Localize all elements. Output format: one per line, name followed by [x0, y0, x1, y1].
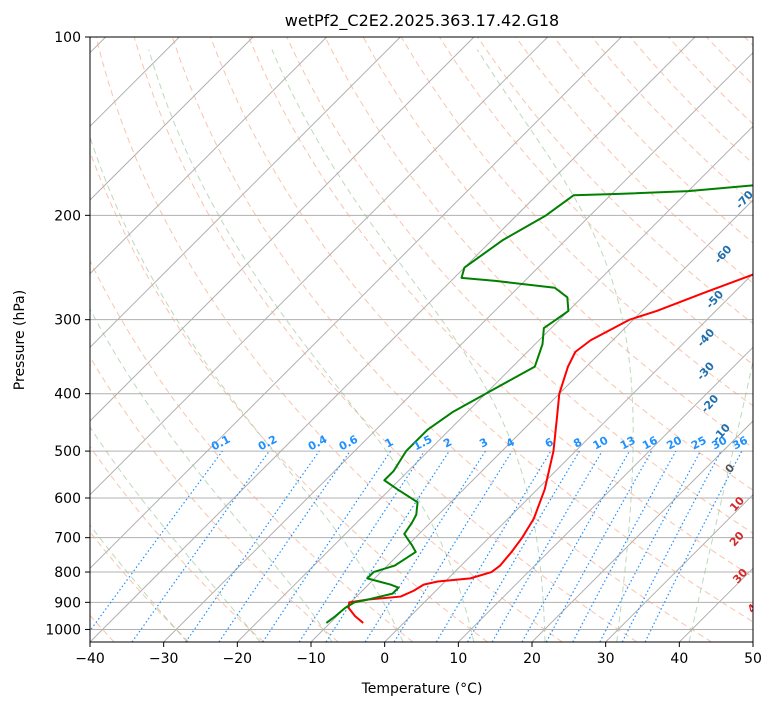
- dry-adiabat--20: [0, 37, 264, 642]
- x-axis-label: Temperature (°C): [361, 681, 483, 697]
- x-tick-label: −20: [223, 651, 253, 667]
- dry-adiabat-190: [745, 37, 775, 642]
- y-axis-label: Pressure (hPa): [12, 290, 28, 390]
- y-tick-label: 100: [54, 30, 81, 46]
- mixing-ratio-line-25: [600, 451, 701, 642]
- mixing-ratio-label: 0.1: [209, 433, 232, 454]
- x-tick-label: −40: [75, 651, 105, 667]
- isotherm--70: [0, 37, 474, 642]
- x-tick-label: −10: [296, 651, 326, 667]
- moist-adiabat-label: 40: [745, 595, 765, 615]
- annotation-layer: 0.10.20.40.611.52346810131620253036-100-…: [209, 40, 775, 616]
- isotherm--40: [90, 37, 695, 642]
- reference-lines-layer: [0, 37, 775, 642]
- mixing-ratio-label: 0.6: [337, 433, 361, 454]
- x-tick-label: 50: [744, 651, 762, 667]
- mixing-ratio-label: 3: [477, 435, 490, 450]
- mixing-ratio-label: 0.4: [306, 433, 330, 454]
- moist-adiabat-label: 30: [730, 566, 750, 586]
- mixing-ratio-line-6: [436, 451, 550, 642]
- dry-adiabat-140: [554, 37, 775, 642]
- dry-adiabat-label: -80: [760, 135, 775, 159]
- x-tick-label: 20: [523, 651, 541, 667]
- y-tick-label: 400: [54, 387, 81, 403]
- dry-adiabat-label: -20: [698, 392, 721, 416]
- dry-adiabat--30: [0, 37, 189, 642]
- mixing-ratio-label: 8: [571, 435, 584, 450]
- moist-adiabat-10: [149, 50, 474, 642]
- isotherm--80: [0, 37, 400, 642]
- mixing-ratio-line-20: [573, 451, 676, 642]
- isotherm--100: [0, 37, 253, 642]
- mixing-ratio-label: 1.5: [411, 433, 434, 454]
- mixing-ratio-line-1: [263, 451, 391, 642]
- moist-adiabat-50: [762, 50, 775, 642]
- mixing-ratio-line-0.1: [82, 451, 223, 642]
- dry-adiabat-180: [707, 37, 775, 642]
- mixing-ratio-label: 25: [689, 434, 709, 453]
- mixing-ratio-label: 36: [730, 434, 750, 453]
- y-tick-label: 500: [54, 444, 81, 460]
- y-tick-label: 600: [54, 491, 81, 507]
- isotherm-40: [679, 37, 775, 642]
- x-tick-label: 0: [380, 651, 389, 667]
- y-tick-label: 800: [54, 565, 81, 581]
- x-tick-label: 30: [597, 651, 615, 667]
- dry-adiabat-30: [134, 37, 637, 642]
- mixing-ratio-line-2: [326, 451, 449, 642]
- dry-adiabat-label: -30: [694, 359, 717, 383]
- isotherm-0: [385, 37, 775, 642]
- isotherm--30: [164, 37, 769, 642]
- axes-layer: −40 −30 −20 −10 0 10 20 30 40 50 100 200 300 400 500 60…: [45, 30, 762, 667]
- dry-adiabat-20: [96, 37, 562, 642]
- mixing-ratio-label: 16: [640, 434, 660, 453]
- mixing-ratio-label: 10: [591, 434, 611, 453]
- isotherm-50: [753, 37, 775, 642]
- isotherm--90: [0, 37, 327, 642]
- dry-adiabat-170: [668, 37, 775, 642]
- isotherm--20: [237, 37, 775, 642]
- chart-title: wetPf2_C2E2.2025.363.17.42.G18: [285, 11, 559, 31]
- mixing-ratio-label: 0.2: [256, 433, 279, 454]
- dry-adiabat-label: -60: [712, 243, 735, 267]
- x-tick-label: −30: [149, 651, 179, 667]
- moist-adiabat-label: 10: [727, 494, 747, 514]
- mixing-ratio-label: 20: [664, 434, 684, 453]
- dry-adiabat-130: [516, 37, 775, 642]
- moist-adiabat-0: [72, 73, 403, 642]
- y-tick-label: 900: [54, 595, 81, 611]
- dry-adiabat-0: [20, 37, 413, 642]
- mixing-ratio-label: 13: [618, 434, 638, 453]
- y-tick-label: 700: [54, 531, 81, 547]
- isotherm-10: [458, 37, 775, 642]
- dry-adiabat--10: [0, 37, 338, 642]
- mixing-ratio-line-3: [365, 451, 485, 642]
- mixing-ratio-line-0.6: [219, 451, 350, 642]
- moist-adiabat-label: 20: [727, 529, 747, 549]
- y-tick-label: 200: [54, 208, 81, 224]
- x-tick-label: 10: [449, 651, 467, 667]
- grid-layer: [0, 37, 775, 642]
- isotherm--50: [16, 37, 621, 642]
- dry-adiabat-10: [58, 37, 488, 642]
- x-tick-label: 40: [670, 651, 688, 667]
- mixing-ratio-line-16: [546, 451, 651, 642]
- y-tick-label: 1000: [45, 622, 81, 638]
- mixing-ratio-line-1.5: [299, 451, 424, 642]
- dry-adiabat-label: -40: [694, 326, 717, 350]
- isotherm-20: [532, 37, 775, 642]
- y-tick-label: 300: [54, 313, 81, 329]
- dry-adiabat-150: [592, 37, 775, 642]
